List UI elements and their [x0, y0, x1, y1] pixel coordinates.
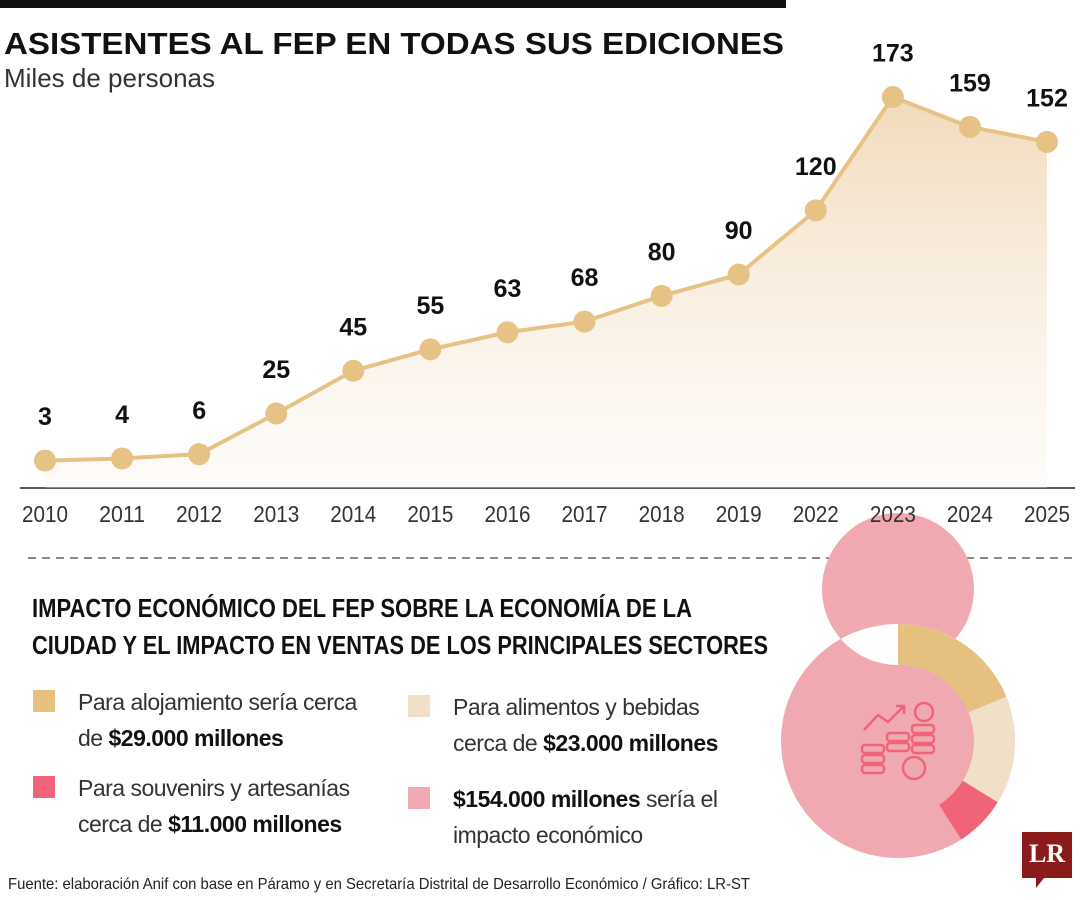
logo-box	[1022, 832, 1072, 888]
x-tick-label: 2022	[793, 501, 839, 527]
icon	[860, 701, 936, 781]
legend-entry: $154.000 millones sería el impacto econó…	[453, 781, 743, 853]
legend-swatch	[408, 695, 430, 717]
legend-value: $29.000 millones	[108, 725, 284, 751]
donut	[780, 513, 1016, 858]
x-tick-label: 2018	[639, 501, 685, 527]
legend-text: Para souvenirs y artesanías cerca de	[78, 775, 350, 837]
donut-segment	[962, 696, 1016, 803]
value-label: 63	[494, 275, 522, 303]
point	[804, 199, 827, 222]
x-tick-label: 2012	[176, 501, 222, 527]
area	[45, 97, 1047, 488]
point	[419, 338, 442, 361]
top-bar	[0, 0, 786, 8]
point	[573, 310, 596, 333]
chart-title: ASISTENTES AL FEP EN TODAS SUS EDICIONES	[4, 26, 784, 61]
point	[1036, 130, 1058, 153]
point	[188, 443, 211, 466]
legend-value: $23.000 millones	[543, 730, 718, 756]
x-tick-label: 2013	[253, 501, 299, 527]
point	[650, 284, 673, 307]
point	[34, 449, 56, 472]
point	[496, 321, 519, 344]
logo: LR	[1029, 839, 1065, 868]
legend-entry: Para alojamiento sería cerca de $29.000 …	[78, 684, 368, 756]
legend-swatch	[408, 787, 430, 809]
x-tick-label: 2015	[407, 501, 453, 527]
value-label: 120	[795, 153, 837, 181]
legend-text: sería el impacto económico	[453, 786, 718, 848]
x-tick-label: 2017	[562, 501, 608, 527]
point	[111, 447, 134, 470]
x-tick-label: 2011	[99, 501, 145, 527]
value-label: 6	[192, 397, 206, 425]
point	[958, 115, 981, 138]
section-title: CIUDAD Y EL IMPACTO EN VENTAS DE LOS PRI…	[32, 630, 768, 660]
value-label: 159	[949, 70, 991, 98]
source: Fuente: elaboración Anif con base en Pár…	[8, 876, 750, 893]
legend-swatch	[33, 690, 55, 712]
section-title: IMPACTO ECONÓMICO DEL FEP SOBRE LA ECONO…	[32, 593, 692, 623]
x-tick-label: 2019	[716, 501, 762, 527]
value-label: 68	[571, 264, 599, 292]
donut-total	[780, 513, 1015, 858]
value-label: 173	[872, 40, 914, 68]
value-label: 25	[262, 356, 290, 384]
value-label: 80	[648, 239, 676, 267]
legend-text: Para alimentos y bebidas cerca de	[453, 694, 700, 756]
legend-swatch	[33, 776, 55, 798]
x-tick-label: 2023	[870, 501, 916, 527]
value-label: 45	[339, 313, 367, 341]
value-label: 152	[1026, 85, 1068, 113]
x-tick-label: 2010	[22, 501, 68, 527]
line	[44, 94, 1048, 463]
value-label: 55	[416, 292, 444, 320]
value-label: 3	[38, 403, 52, 431]
legend-text: Para alojamiento sería cerca de	[78, 689, 357, 751]
legend-value: $11.000 millones	[168, 811, 342, 837]
x-tick-label: 2014	[330, 501, 376, 527]
donut-segment	[939, 780, 998, 840]
legend-value: $154.000 millones	[453, 786, 641, 812]
legend-entry: Para alimentos y bebidas cerca de $23.00…	[453, 689, 743, 761]
legend-entry: Para souvenirs y artesanías cerca de $11…	[78, 770, 398, 842]
x-tick-label: 2016	[484, 501, 530, 527]
point	[881, 86, 904, 108]
chart-subtitle: Miles de personas	[4, 63, 215, 93]
point	[342, 359, 365, 382]
x-tick-label: 2024	[947, 501, 993, 527]
donut-segment	[898, 624, 1007, 713]
value-label: 90	[725, 217, 753, 245]
point	[727, 263, 750, 286]
value-label: 4	[115, 401, 129, 429]
x-tick-label: 2025	[1024, 501, 1070, 527]
point	[265, 402, 288, 425]
